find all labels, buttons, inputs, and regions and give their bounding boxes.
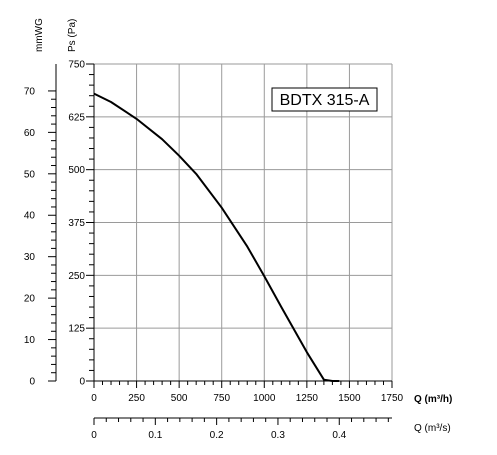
x-primary-tick-label: 0 — [91, 393, 97, 404]
mmwg-tick-label: 40 — [24, 211, 36, 222]
y-right-unit-label: Ps (Pa) — [67, 19, 78, 52]
pa-tick-label: 375 — [68, 218, 85, 229]
x-secondary-tick-label: 0.4 — [332, 430, 346, 441]
pa-tick-label: 625 — [68, 112, 85, 123]
x-secondary-tick-label: 0.2 — [210, 430, 224, 441]
x-secondary-tick-label: 0 — [91, 430, 97, 441]
x-primary-tick-label: 250 — [128, 393, 145, 404]
x-primary-tick-label: 750 — [213, 393, 230, 404]
series-layer — [94, 94, 339, 381]
mmwg-tick-label: 0 — [29, 377, 35, 388]
x-primary-unit-label: Q (m³/h) — [414, 394, 452, 405]
pa-tick-label: 500 — [68, 165, 85, 176]
mmwg-tick-label: 20 — [24, 294, 36, 305]
mmwg-tick-label: 10 — [24, 335, 36, 346]
y-left-unit-label: mmWG — [34, 18, 45, 52]
x-primary-tick-label: 1250 — [296, 393, 319, 404]
mmwg-tick-label: 30 — [24, 252, 36, 263]
x-primary-tick-label: 1750 — [381, 393, 404, 404]
pa-tick-label: 125 — [68, 324, 85, 335]
x-secondary-tick-label: 0.3 — [271, 430, 285, 441]
grid-layer — [94, 64, 392, 381]
mmwg-tick-label: 70 — [24, 86, 36, 97]
x-primary-tick-label: 1000 — [253, 393, 276, 404]
pa-tick-label: 250 — [68, 271, 85, 282]
mmwg-tick-label: 50 — [24, 169, 36, 180]
x-primary-tick-label: 1500 — [338, 393, 361, 404]
x-secondary-tick-label: 0.1 — [148, 430, 162, 441]
model-label: BDTX 315-A — [280, 92, 370, 109]
x-primary-tick-label: 500 — [171, 393, 188, 404]
pa-tick-label: 750 — [68, 60, 85, 71]
mmwg-tick-label: 60 — [24, 128, 36, 139]
pa-tick-label: 0 — [79, 377, 85, 388]
x-secondary-unit-label: Q (m³/s) — [414, 423, 451, 434]
series-line-0 — [94, 94, 339, 381]
